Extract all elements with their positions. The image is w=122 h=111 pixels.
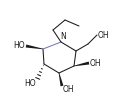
Text: OH: OH (98, 31, 110, 40)
Text: OH: OH (90, 58, 102, 67)
Text: HO: HO (24, 79, 36, 88)
Polygon shape (26, 45, 43, 49)
Text: OH: OH (63, 85, 75, 94)
Polygon shape (59, 73, 63, 86)
Polygon shape (74, 61, 89, 66)
Text: HO: HO (13, 42, 25, 51)
Text: N: N (60, 32, 66, 41)
